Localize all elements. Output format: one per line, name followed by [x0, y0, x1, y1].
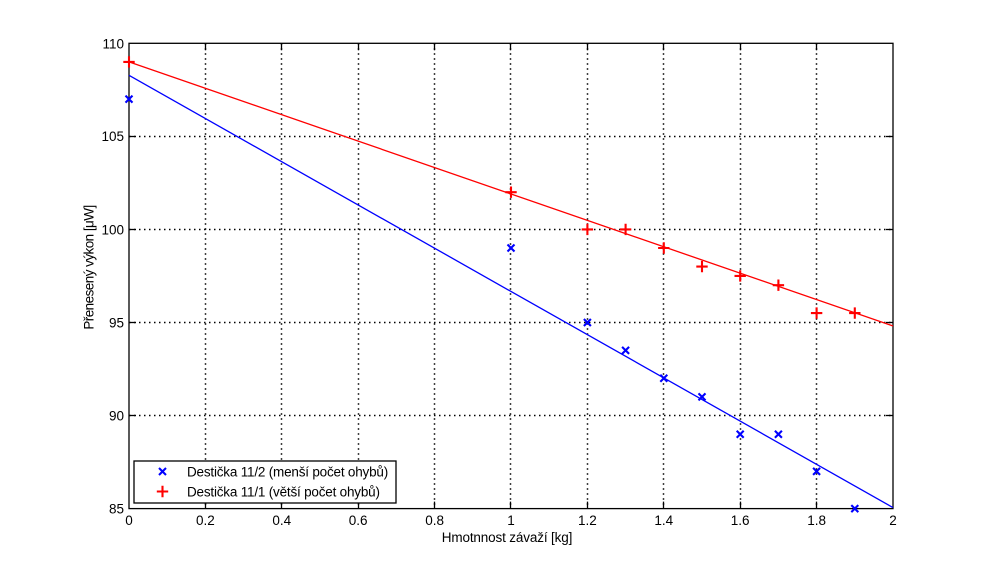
- svg-text:Destička 11/2 (menší počet ohy: Destička 11/2 (menší počet ohybů): [187, 465, 388, 480]
- svg-text:1.2: 1.2: [578, 513, 597, 528]
- svg-text:Přenesený výkon [μW]: Přenesený výkon [μW]: [82, 205, 97, 329]
- svg-text:95: 95: [109, 315, 124, 330]
- svg-text:2: 2: [889, 513, 897, 528]
- svg-text:105: 105: [101, 129, 124, 144]
- svg-text:Destička 11/1 (větší počet ohy: Destička 11/1 (větší počet ohybů): [187, 485, 380, 500]
- svg-text:1.6: 1.6: [731, 513, 750, 528]
- svg-text:1.8: 1.8: [807, 513, 826, 528]
- svg-text:1: 1: [507, 513, 515, 528]
- svg-text:0: 0: [125, 513, 133, 528]
- svg-text:85: 85: [109, 502, 124, 517]
- svg-text:0.4: 0.4: [272, 513, 291, 528]
- svg-text:0.6: 0.6: [349, 513, 368, 528]
- svg-text:110: 110: [102, 36, 124, 51]
- svg-text:0.8: 0.8: [425, 513, 444, 528]
- svg-text:0.2: 0.2: [196, 513, 215, 528]
- svg-text:100: 100: [101, 222, 124, 237]
- svg-text:90: 90: [109, 409, 124, 424]
- svg-text:Hmotnnost závaží [kg]: Hmotnnost závaží [kg]: [442, 530, 572, 545]
- svg-text:1.4: 1.4: [654, 513, 673, 528]
